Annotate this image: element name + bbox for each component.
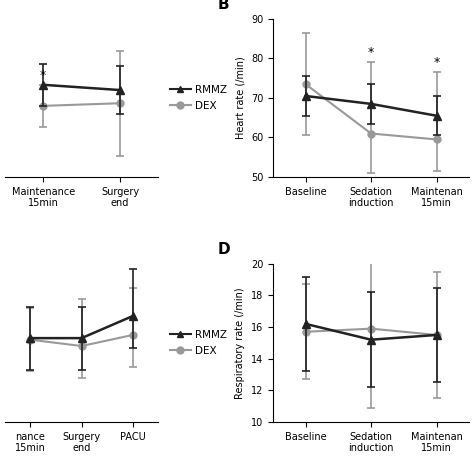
Text: B: B [218, 0, 229, 12]
Y-axis label: Heart rate (/min): Heart rate (/min) [235, 56, 245, 139]
Legend: RMMZ, DEX: RMMZ, DEX [170, 330, 227, 356]
Y-axis label: Respiratory rate (/min): Respiratory rate (/min) [235, 287, 245, 399]
Text: *: * [433, 56, 440, 69]
Text: D: D [218, 242, 230, 257]
Text: *: * [368, 46, 374, 59]
Legend: RMMZ, DEX: RMMZ, DEX [170, 85, 227, 111]
Text: *: * [40, 69, 46, 82]
